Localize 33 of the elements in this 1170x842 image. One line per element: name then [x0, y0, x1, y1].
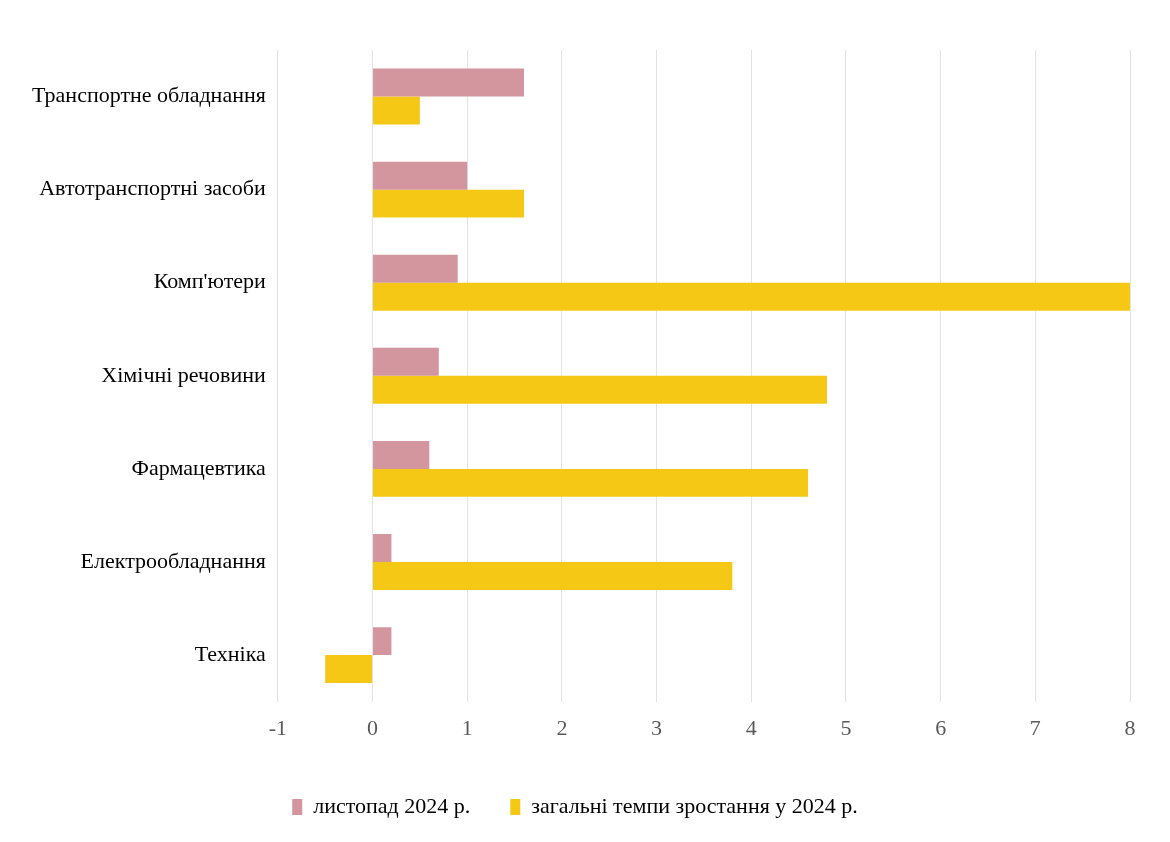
y-tick-label: Фармацевтика [131, 454, 267, 480]
x-tick-label: 8 [1124, 714, 1136, 740]
bar [373, 375, 828, 404]
bar [373, 282, 1130, 311]
y-tick-label: Автотранспортні засоби [39, 175, 267, 201]
bar [325, 655, 373, 683]
bar [373, 254, 458, 283]
bar [373, 534, 392, 562]
x-tick-label: 5 [840, 714, 852, 740]
y-tick-label: Транспортне обладнання [32, 82, 266, 108]
y-tick-label: Комп'ютери [153, 268, 267, 294]
x-tick-label: 1 [461, 714, 473, 740]
bar [373, 468, 809, 497]
x-tick-label: 4 [745, 714, 757, 740]
bar [373, 440, 430, 469]
bar [373, 347, 439, 376]
x-tick-label: 2 [556, 714, 568, 740]
bar [373, 96, 420, 125]
y-tick-label: Техніка [194, 640, 267, 666]
x-tick-label: 6 [935, 714, 947, 740]
bar [373, 189, 525, 218]
x-tick-label: 3 [651, 714, 663, 740]
bar [373, 68, 525, 97]
legend-label: листопад 2024 р. [313, 792, 471, 818]
x-tick-label: 0 [367, 714, 379, 740]
bar [373, 561, 733, 590]
y-tick-label: Хімічні речовини [101, 361, 267, 387]
legend-label: загальні темпи зростання у 2024 р. [531, 792, 858, 818]
y-tick-label: Електрообладнання [80, 547, 266, 573]
bar [373, 627, 392, 656]
x-tick-label: -1 [268, 714, 287, 740]
bar [373, 161, 468, 190]
x-tick-label: 7 [1029, 714, 1041, 740]
